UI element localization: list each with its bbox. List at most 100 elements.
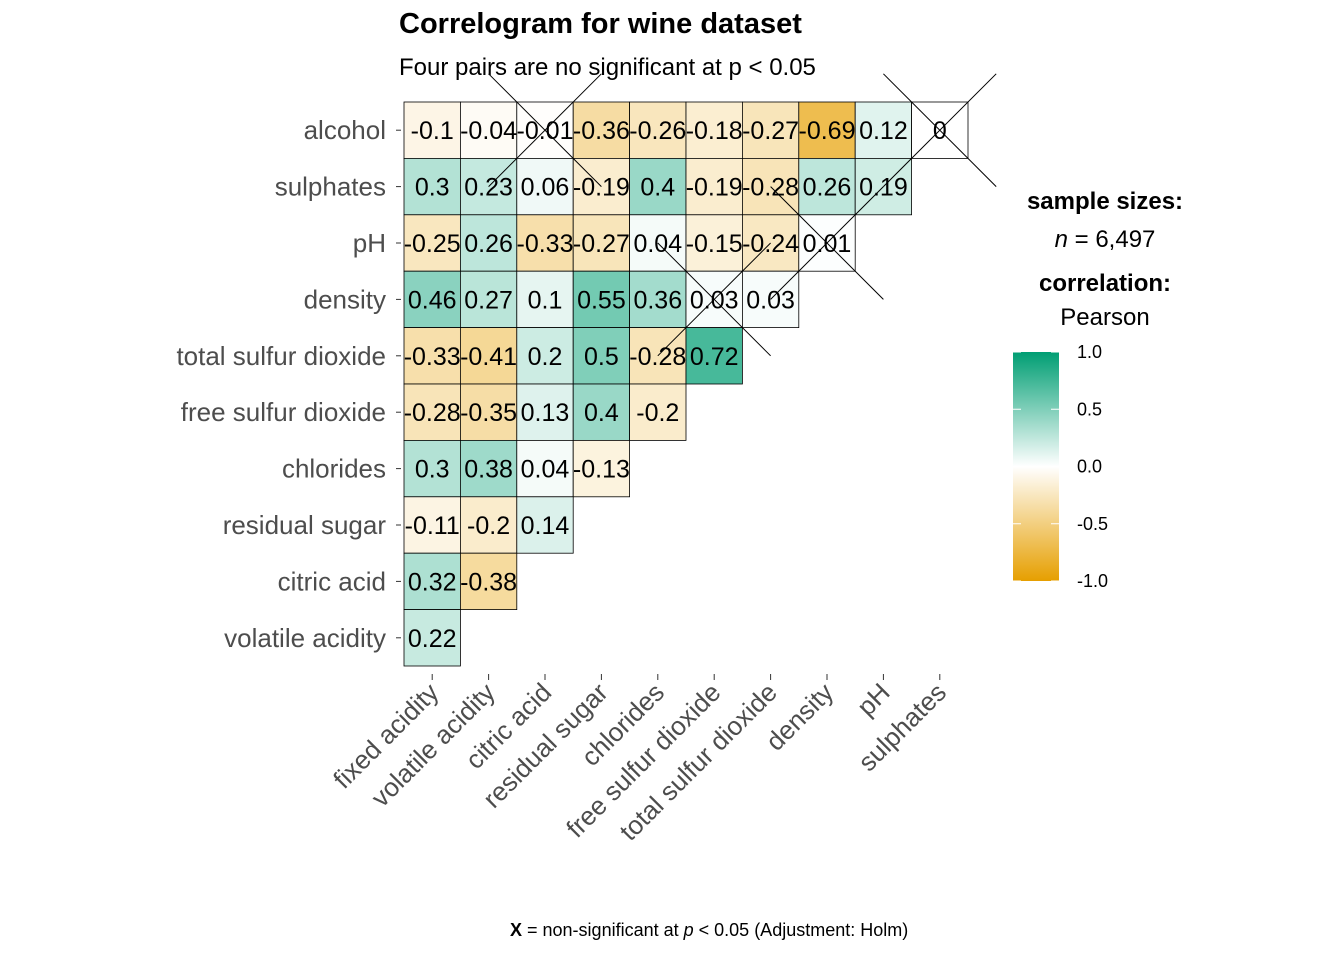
- caption-symbol: X: [510, 920, 523, 940]
- cell-value-label: -0.01: [517, 117, 574, 145]
- cell-citric-acid-volatile-acidity: [459, 552, 518, 611]
- cell-alcohol-residual-sugar: [572, 101, 631, 159]
- cell-value-label: 0.72: [690, 343, 739, 371]
- cell-total-sulfur-dioxide-citric-acid: [516, 327, 574, 385]
- cell-density-fixed-acidity: [403, 270, 461, 329]
- cell-value-label: -0.38: [460, 568, 517, 596]
- cell-value-label: -0.69: [799, 117, 856, 145]
- cell-value-label: -0.28: [742, 174, 799, 202]
- cell-value-label: 0.36: [633, 286, 682, 314]
- y-tick-label: chlorides: [282, 454, 386, 484]
- cell-free-sulfur-dioxide-citric-acid: [516, 383, 574, 441]
- cell-free-sulfur-dioxide-fixed-acidity: [403, 383, 461, 441]
- cell-value-label: -0.19: [686, 174, 743, 202]
- cell-value-label: 0.2: [528, 343, 563, 371]
- cell-ph-residual-sugar: [572, 214, 631, 272]
- cell-value-label: -0.36: [573, 117, 630, 145]
- cell-value-label: 0.27: [464, 286, 513, 314]
- cell-value-label: -0.19: [573, 174, 630, 202]
- cell-value-label: 0.55: [577, 286, 626, 314]
- cell-total-sulfur-dioxide-volatile-acidity: [459, 327, 518, 385]
- cell-alcohol-total-sulfur-dioxide: [742, 101, 800, 159]
- cell-citric-acid-fixed-acidity: [403, 552, 461, 611]
- y-tick-label: citric acid: [278, 566, 386, 596]
- caption-text-2: < 0.05 (Adjustment: Holm): [693, 920, 909, 940]
- cell-value-label: 0.4: [584, 399, 619, 427]
- cell-value-label: 0.03: [690, 286, 739, 314]
- cell-value-label: -0.33: [404, 343, 461, 371]
- chart-caption: X = non-significant at p < 0.05 (Adjustm…: [510, 920, 908, 941]
- cell-residual-sugar-fixed-acidity: [403, 496, 461, 554]
- non-significant-cross-line: [883, 73, 997, 187]
- cell-value-labels: -0.1 -0.04 -0.01 -0.36 -0.26 -0.18 -0.27 -0.69 0…: [404, 117, 947, 653]
- cell-value-label: 0.32: [408, 568, 457, 596]
- cell-sulphates-citric-acid: [516, 157, 574, 216]
- cell-value-label: 0.3: [415, 174, 450, 202]
- cell-value-label: -0.2: [467, 512, 510, 540]
- y-tick-label: sulphates: [275, 172, 386, 202]
- non-significant-cross-line: [657, 242, 771, 357]
- cell-value-label: 0.4: [640, 174, 675, 202]
- cell-value-label: 0.23: [464, 174, 513, 202]
- legend-sample-sizes-heading: sample sizes:: [1026, 188, 1184, 215]
- cell-value-label: 0.12: [859, 117, 908, 145]
- cell-value-label: -0.04: [460, 117, 517, 145]
- legend-sample-sizes-value: n = 6,497: [1013, 226, 1197, 254]
- cell-value-label: -0.27: [573, 230, 630, 258]
- cell-value-label: 0.04: [521, 456, 570, 484]
- colorbar-tick-label: -1.0: [1077, 571, 1108, 591]
- cell-value-label: 0.19: [859, 174, 908, 202]
- y-axis: alcohol sulphates pH density total sulfur di…: [176, 115, 401, 653]
- chart-subtitle: Four pairs are no significant at p < 0.0…: [399, 54, 816, 81]
- cell-value-label: -0.2: [636, 399, 679, 427]
- cell-value-label: 0.26: [803, 174, 852, 202]
- caption-p: p: [683, 920, 694, 940]
- cell-total-sulfur-dioxide-residual-sugar: [572, 327, 631, 385]
- cell-density-residual-sugar: [572, 270, 631, 329]
- cell-value-label: -0.35: [460, 399, 517, 427]
- cell-value-label: -0.18: [686, 117, 743, 145]
- chart-title: Correlogram for wine dataset: [399, 8, 802, 40]
- y-tick-label: volatile acidity: [224, 623, 386, 653]
- cell-value-label: 0.03: [746, 286, 795, 314]
- cell-sulphates-density: [798, 157, 856, 216]
- cell-value-label: 0.06: [521, 174, 570, 202]
- colorbar-tick-label: 0.5: [1077, 399, 1102, 419]
- cell-density-chlorides: [629, 270, 687, 329]
- cell-alcohol-free-sulfur-dioxide: [685, 101, 743, 159]
- cell-density-citric-acid: [516, 270, 574, 329]
- cell-value-label: -0.28: [404, 399, 461, 427]
- cell-value-label: -0.41: [460, 343, 517, 371]
- y-tick-label: total sulfur dioxide: [176, 341, 386, 371]
- cell-value-label: 0.14: [521, 512, 570, 540]
- caption-text-1: = non-significant at: [522, 920, 684, 940]
- non-significant-marks: [488, 73, 997, 357]
- cell-alcohol-density: [798, 101, 856, 159]
- non-significant-cross-line: [488, 73, 602, 187]
- x-tick-label: pH: [851, 677, 896, 722]
- cell-value-label: 0.01: [803, 230, 852, 258]
- cell-chlorides-volatile-acidity: [459, 439, 518, 498]
- cell-value-label: -0.11: [405, 512, 460, 540]
- cell-total-sulfur-dioxide-free-sulfur-dioxide: [685, 327, 743, 385]
- cell-value-label: 0.46: [408, 286, 457, 314]
- cell-value-label: 0.13: [521, 399, 570, 427]
- cell-value-label: -0.13: [573, 456, 630, 484]
- legend-correlation-heading: correlation:: [1038, 270, 1172, 297]
- cell-value-label: -0.33: [517, 230, 574, 258]
- cell-value-label: 0: [933, 117, 947, 145]
- y-tick-label: alcohol: [304, 115, 386, 145]
- cell-value-label: 0.22: [408, 625, 457, 653]
- cell-free-sulfur-dioxide-volatile-acidity: [459, 383, 518, 441]
- n-symbol: n: [1054, 226, 1068, 253]
- cell-residual-sugar-citric-acid: [516, 496, 574, 554]
- legend-correlation-method: Pearson: [1060, 304, 1150, 331]
- cell-value-label: 0.3: [415, 456, 450, 484]
- y-tick-label: free sulfur dioxide: [181, 397, 386, 427]
- cell-chlorides-residual-sugar: [572, 439, 631, 498]
- y-tick-label: density: [304, 284, 386, 314]
- cell-value-label: 0.26: [464, 230, 513, 258]
